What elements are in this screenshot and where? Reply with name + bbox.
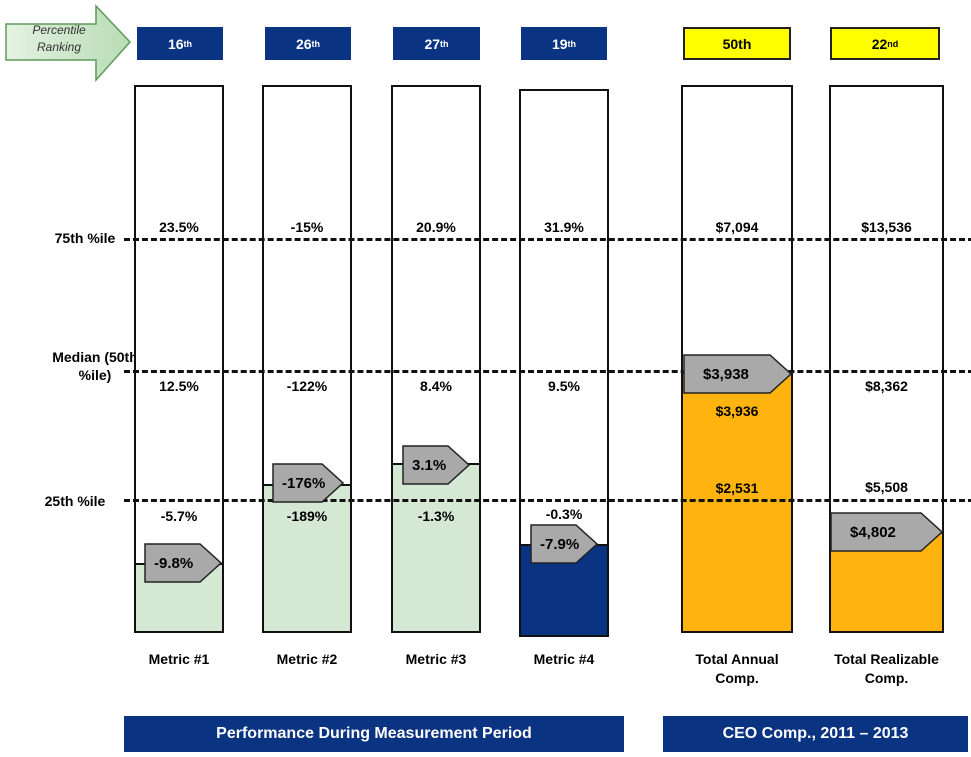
value-p75: $7,094 xyxy=(715,219,759,235)
column-fill xyxy=(393,463,479,631)
value-p50: $8,362 xyxy=(865,378,908,394)
value-p75: -15% xyxy=(290,219,324,235)
value-callout: -176% xyxy=(272,463,344,503)
callout-value: $4,802 xyxy=(850,523,896,541)
line-75th xyxy=(124,238,971,241)
value-p50: 12.5% xyxy=(159,378,199,394)
callout-value: -176% xyxy=(282,474,326,492)
value-p75: 20.9% xyxy=(416,219,456,235)
rank-value: 19 xyxy=(551,35,568,52)
callout-value: 3.1% xyxy=(412,456,447,474)
value-p75: 31.9% xyxy=(544,219,584,235)
callout-value: -7.9% xyxy=(540,535,580,553)
value-p25: -5.7% xyxy=(160,508,198,524)
callout-value: -9.8% xyxy=(154,554,194,572)
value-p25: -0.3% xyxy=(545,506,583,522)
value-p50: $3,936 xyxy=(715,403,759,419)
value-callout: -7.9% xyxy=(530,524,598,564)
column-label: Metric #4 xyxy=(533,651,595,667)
column-bar xyxy=(391,85,481,633)
rank-badge: 50th xyxy=(683,27,791,60)
column-label: Total Annual Comp. xyxy=(695,651,779,686)
column-label: Total Realizable Comp. xyxy=(834,651,939,686)
group-banner-ceo-comp: CEO Comp., 2011 – 2013 xyxy=(663,716,968,752)
column-label: Metric #3 xyxy=(405,651,467,667)
percentile-ranking-label: Percentile Ranking xyxy=(32,23,86,54)
value-p75: 23.5% xyxy=(159,219,199,235)
rank-suffix: th xyxy=(183,38,193,49)
y-label-25: 25th %ile xyxy=(44,493,106,509)
y-label-75: 75th %ile xyxy=(54,230,116,246)
rank-suffix: th xyxy=(311,38,321,49)
value-p25: $2,531 xyxy=(715,480,759,496)
percentile-ranking-arrow xyxy=(5,4,132,82)
value-callout: $4,802 xyxy=(830,512,943,552)
column-label: Metric #1 xyxy=(148,651,210,667)
callout-value: $3,938 xyxy=(703,365,749,383)
group-banner-performance: Performance During Measurement Period xyxy=(124,716,624,752)
value-p50: 8.4% xyxy=(420,378,452,394)
value-p50: 9.5% xyxy=(548,378,580,394)
rank-value: 22 xyxy=(871,35,888,52)
rank-suffix: th xyxy=(567,38,577,49)
value-p75: $13,536 xyxy=(861,219,912,235)
line-25th xyxy=(124,499,971,502)
line-median xyxy=(124,370,971,373)
value-callout: -9.8% xyxy=(144,543,222,583)
column-fill xyxy=(264,484,350,631)
rank-suffix: nd xyxy=(887,38,899,49)
value-callout: $3,938 xyxy=(683,354,792,394)
column-label: Metric #2 xyxy=(276,651,338,667)
value-callout: 3.1% xyxy=(402,445,470,485)
value-p25: -189% xyxy=(286,508,328,524)
y-label-median: Median (50th %ile) xyxy=(52,349,138,383)
rank-value: 27 xyxy=(424,35,441,52)
rank-suffix: th xyxy=(440,38,449,49)
value-p50: -122% xyxy=(286,378,328,394)
rank-value: 50th xyxy=(722,35,752,52)
value-p25: $5,508 xyxy=(865,479,908,495)
rank-value: 16 xyxy=(167,35,184,52)
rank-value: 26 xyxy=(295,35,312,52)
value-p25: -1.3% xyxy=(417,508,455,524)
column-bar xyxy=(262,85,352,633)
